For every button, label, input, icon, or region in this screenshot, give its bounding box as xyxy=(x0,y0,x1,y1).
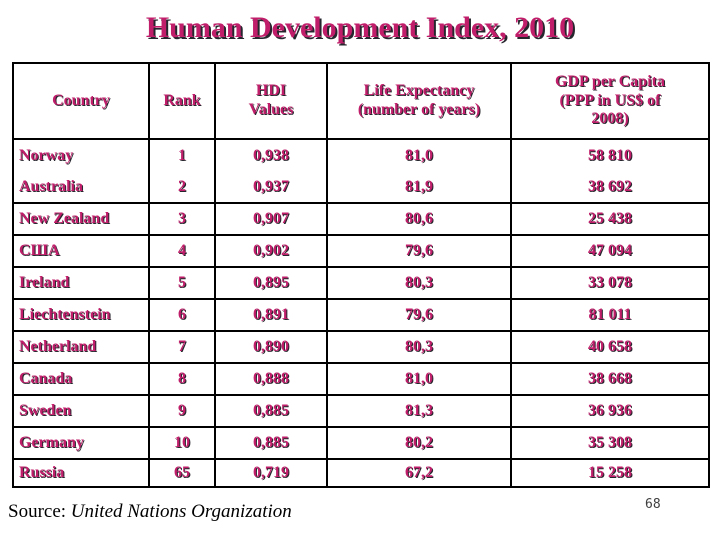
cell-gdp: 38 692 xyxy=(510,171,710,204)
cell-gdp: 38 668 xyxy=(510,362,710,396)
cell-life: 79,6 xyxy=(326,234,512,268)
header-gdp-per-capita: GDP per Capita (PPP in US$ of 2008) xyxy=(510,62,710,140)
table-row: Germany 10 0,885 80,2 35 308 xyxy=(12,426,710,460)
table-row: США 4 0,902 79,6 47 094 xyxy=(12,234,710,268)
table-header-row: Country Rank HDI Values Life Expectancy … xyxy=(12,62,710,140)
cell-gdp: 25 438 xyxy=(510,202,710,236)
cell-gdp: 15 258 xyxy=(510,458,710,488)
table-row: Canada 8 0,888 81,0 38 668 xyxy=(12,362,710,396)
cell-life: 81,0 xyxy=(326,138,512,171)
header-rank: Rank xyxy=(148,62,216,140)
cell-hdi: 0,885 xyxy=(214,426,328,460)
cell-rank: 2 xyxy=(148,171,216,204)
cell-country: Ireland xyxy=(12,266,150,300)
cell-country: Australia xyxy=(12,171,150,204)
cell-gdp: 47 094 xyxy=(510,234,710,268)
table-row: New Zealand 3 0,907 80,6 25 438 xyxy=(12,202,710,236)
table-row: Ireland 5 0,895 80,3 33 078 xyxy=(12,266,710,300)
cell-country: Canada xyxy=(12,362,150,396)
table-row: Liechtenstein 6 0,891 79,6 81 011 xyxy=(12,298,710,332)
source-label: Source: xyxy=(8,501,71,522)
cell-rank: 65 xyxy=(148,458,216,488)
cell-country: Netherland xyxy=(12,330,150,364)
cell-hdi: 0,890 xyxy=(214,330,328,364)
cell-rank: 4 xyxy=(148,234,216,268)
table-row: Australia 2 0,937 81,9 38 692 xyxy=(12,171,710,204)
slide-title: Human Development Index, 2010 xyxy=(145,11,575,44)
header-country: Country xyxy=(12,62,150,140)
cell-hdi: 0,895 xyxy=(214,266,328,300)
cell-hdi: 0,907 xyxy=(214,202,328,236)
cell-hdi: 0,719 xyxy=(214,458,328,488)
cell-gdp: 81 011 xyxy=(510,298,710,332)
cell-hdi: 0,891 xyxy=(214,298,328,332)
cell-life: 81,3 xyxy=(326,394,512,428)
cell-life: 81,0 xyxy=(326,362,512,396)
table-row: Russia 65 0,719 67,2 15 258 xyxy=(12,458,710,488)
table-body: Norway 1 0,938 81,0 58 810 Australia 2 0,937 81,… xyxy=(12,138,710,488)
cell-rank: 3 xyxy=(148,202,216,236)
cell-country: Liechtenstein xyxy=(12,298,150,332)
cell-life: 80,2 xyxy=(326,426,512,460)
cell-hdi: 0,937 xyxy=(214,171,328,204)
cell-country: Norway xyxy=(12,138,150,171)
cell-life: 79,6 xyxy=(326,298,512,332)
cell-hdi: 0,902 xyxy=(214,234,328,268)
cell-hdi: 0,938 xyxy=(214,138,328,171)
source-note: Source: United Nations Organization xyxy=(8,501,292,523)
source-value: United Nations Organization xyxy=(70,501,292,522)
cell-country: Russia xyxy=(12,458,150,488)
cell-rank: 10 xyxy=(148,426,216,460)
cell-hdi: 0,888 xyxy=(214,362,328,396)
cell-rank: 1 xyxy=(148,138,216,171)
header-life-expectancy: Life Expectancy (number of years) xyxy=(326,62,512,140)
cell-gdp: 35 308 xyxy=(510,426,710,460)
cell-life: 80,6 xyxy=(326,202,512,236)
cell-gdp: 58 810 xyxy=(510,138,710,171)
cell-rank: 7 xyxy=(148,330,216,364)
cell-country: Germany xyxy=(12,426,150,460)
table-row: Sweden 9 0,885 81,3 36 936 xyxy=(12,394,710,428)
cell-rank: 5 xyxy=(148,266,216,300)
cell-rank: 9 xyxy=(148,394,216,428)
cell-country: New Zealand xyxy=(12,202,150,236)
hdi-table: Country Rank HDI Values Life Expectancy … xyxy=(12,62,710,488)
cell-rank: 6 xyxy=(148,298,216,332)
cell-life: 80,3 xyxy=(326,266,512,300)
cell-life: 67,2 xyxy=(326,458,512,488)
table-row: Norway 1 0,938 81,0 58 810 xyxy=(12,138,710,171)
cell-hdi: 0,885 xyxy=(214,394,328,428)
page-number: 68 xyxy=(645,497,661,512)
cell-life: 81,9 xyxy=(326,171,512,204)
table-row: Netherland 7 0,890 80,3 40 658 xyxy=(12,330,710,364)
cell-gdp: 40 658 xyxy=(510,330,710,364)
cell-country: Sweden xyxy=(12,394,150,428)
cell-life: 80,3 xyxy=(326,330,512,364)
cell-rank: 8 xyxy=(148,362,216,396)
cell-gdp: 33 078 xyxy=(510,266,710,300)
header-hdi-values: HDI Values xyxy=(214,62,328,140)
cell-country: США xyxy=(12,234,150,268)
cell-gdp: 36 936 xyxy=(510,394,710,428)
